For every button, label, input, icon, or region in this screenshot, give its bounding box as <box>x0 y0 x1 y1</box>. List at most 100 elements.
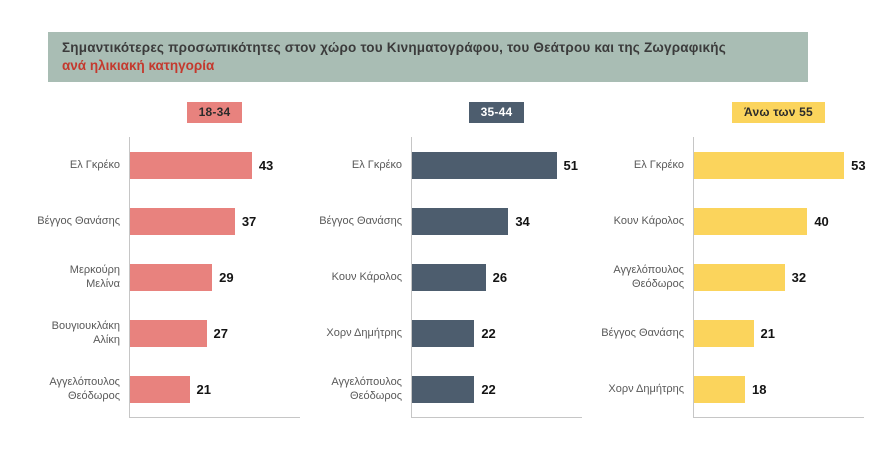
bar-label: Αγγελόπουλος Θεόδωρος <box>49 375 120 402</box>
bar-value: 53 <box>851 157 866 173</box>
axis-baseline <box>411 417 582 421</box>
badge-row: 18-34 <box>34 102 300 123</box>
bar-label: Κουν Κάρολος <box>613 214 684 227</box>
bar-area: 27 <box>129 305 300 361</box>
badge-row: 35-44 <box>316 102 582 123</box>
bar-row: Ελ Γκρέκο 53 <box>598 137 866 193</box>
bar-row: Χορν Δημήτρης 18 <box>598 361 864 417</box>
bar-label: Βουγιουκλάκη Αλίκη <box>51 319 120 346</box>
bar-label: Αγγελόπουλος Θεόδωρος <box>331 375 402 402</box>
bar-label: Βέγγος Θανάσης <box>37 214 120 227</box>
bar-label: Ελ Γκρέκο <box>633 158 684 171</box>
bar-value: 43 <box>258 157 274 173</box>
bar-value: 29 <box>219 269 234 285</box>
bar-value: 32 <box>791 269 807 285</box>
bar-value: 21 <box>760 325 775 341</box>
bar-rows: Ελ Γκρέκο 51 Βέγγος Θανάσης 34 Κουν Κάρολος 2… <box>316 137 582 417</box>
badge-row: Άνω των 55 <box>598 102 864 123</box>
bar <box>694 263 785 291</box>
bar <box>412 263 486 291</box>
bar-row: Βέγγος Θανάσης 37 <box>34 193 300 249</box>
bar-area: 21 <box>129 361 300 417</box>
bar-area: 34 <box>411 193 582 249</box>
bar-value: 21 <box>196 381 211 397</box>
bar-label: Χορν Δημήτρης <box>326 326 402 339</box>
bar-row: Αγγελόπουλος Θεόδωρος 21 <box>34 361 300 417</box>
bar-value: 34 <box>515 213 530 229</box>
age-group-badge: Άνω των 55 <box>732 102 825 123</box>
bar-row: Χορν Δημήτρης 22 <box>316 305 582 361</box>
badge-center: Άνω των 55 <box>693 102 864 123</box>
bar-value: 37 <box>241 213 257 229</box>
bar-row: Ελ Γκρέκο 51 <box>316 137 582 193</box>
badge-spacer <box>316 102 411 123</box>
badge-center: 35-44 <box>411 102 582 123</box>
bar-label: Βέγγος Θανάσης <box>601 326 684 339</box>
bar-row: Βέγγος Θανάσης 34 <box>316 193 582 249</box>
badge-spacer <box>598 102 693 123</box>
chart-column: Άνω των 55 Ελ Γκρέκο 53 Κουν Κάρολος 40 Αγγελ… <box>598 102 866 421</box>
bar-area: 21 <box>693 305 864 361</box>
bar-row: Μερκούρη Μελίνα 29 <box>34 249 300 305</box>
title-box: Σημαντικότερες προσωπικότητες στον χώρο … <box>48 32 808 82</box>
age-group-badge: 18-34 <box>186 102 243 123</box>
bar-label: Ελ Γκρέκο <box>351 158 402 171</box>
bar-area: 29 <box>129 249 300 305</box>
bar <box>694 151 845 179</box>
bar-area: 26 <box>411 249 582 305</box>
bar <box>694 319 754 347</box>
bar-area: 32 <box>693 249 864 305</box>
bar-row: Αγγελόπουλος Θεόδωρος 22 <box>316 361 582 417</box>
charts-container: 18-34 Ελ Γκρέκο 43 Βέγγος Θανάσης 37 Μερκούρη… <box>34 102 866 421</box>
bar-area: 43 <box>129 137 300 193</box>
bar-rows: Ελ Γκρέκο 43 Βέγγος Θανάσης 37 Μερκούρη Μελί… <box>34 137 300 417</box>
chart-column: 35-44 Ελ Γκρέκο 51 Βέγγος Θανάσης 34 Κουν Κάρ… <box>316 102 582 421</box>
bar <box>130 151 252 179</box>
bar-value: 51 <box>563 157 578 173</box>
chart-title: Σημαντικότερες προσωπικότητες στον χώρο … <box>62 40 726 55</box>
bar <box>130 319 207 347</box>
chart-column: 18-34 Ελ Γκρέκο 43 Βέγγος Θανάσης 37 Μερκούρη… <box>34 102 300 421</box>
bar-label: Αγγελόπουλος Θεόδωρος <box>613 263 684 290</box>
bar-label: Μερκούρη Μελίνα <box>69 263 120 290</box>
bar-area: 40 <box>693 193 864 249</box>
bar-label: Χορν Δημήτρης <box>608 382 684 395</box>
bar-area: 51 <box>411 137 582 193</box>
bar <box>412 151 557 179</box>
badge-spacer <box>34 102 129 123</box>
axis-baseline <box>129 417 300 421</box>
bar-value: 27 <box>213 325 228 341</box>
bar-label: Κουν Κάρολος <box>331 270 402 283</box>
bar-row: Ελ Γκρέκο 43 <box>34 137 300 193</box>
bar <box>694 375 745 403</box>
bar <box>130 263 213 291</box>
bar-area: 37 <box>129 193 300 249</box>
bar-label: Βέγγος Θανάσης <box>319 214 402 227</box>
bar-row: Βουγιουκλάκη Αλίκη 27 <box>34 305 300 361</box>
bar-rows: Ελ Γκρέκο 53 Κουν Κάρολος 40 Αγγελόπουλος Θε… <box>598 137 866 417</box>
age-group-badge: 35-44 <box>468 102 525 123</box>
bar-area: 22 <box>411 305 582 361</box>
infographic: Σημαντικότερες προσωπικότητες στον χώρο … <box>0 32 880 421</box>
bar-row: Κουν Κάρολος 26 <box>316 249 582 305</box>
bar-value: 40 <box>814 213 829 229</box>
bar-value: 22 <box>481 381 496 397</box>
badge-center: 18-34 <box>129 102 300 123</box>
bar-value: 22 <box>481 325 496 341</box>
bar <box>412 375 475 403</box>
bar-value: 26 <box>492 269 508 285</box>
bar-area: 53 <box>693 137 866 193</box>
bar-value: 18 <box>752 381 767 397</box>
axis-baseline <box>693 417 864 421</box>
bar-row: Βέγγος Θανάσης 21 <box>598 305 864 361</box>
bar <box>694 207 808 235</box>
bar <box>412 207 509 235</box>
bar <box>412 319 475 347</box>
bar-row: Αγγελόπουλος Θεόδωρος 32 <box>598 249 864 305</box>
bar-row: Κουν Κάρολος 40 <box>598 193 864 249</box>
bar <box>130 375 190 403</box>
bar-area: 22 <box>411 361 582 417</box>
bar <box>130 207 235 235</box>
bar-area: 18 <box>693 361 864 417</box>
bar-label: Ελ Γκρέκο <box>69 158 120 171</box>
